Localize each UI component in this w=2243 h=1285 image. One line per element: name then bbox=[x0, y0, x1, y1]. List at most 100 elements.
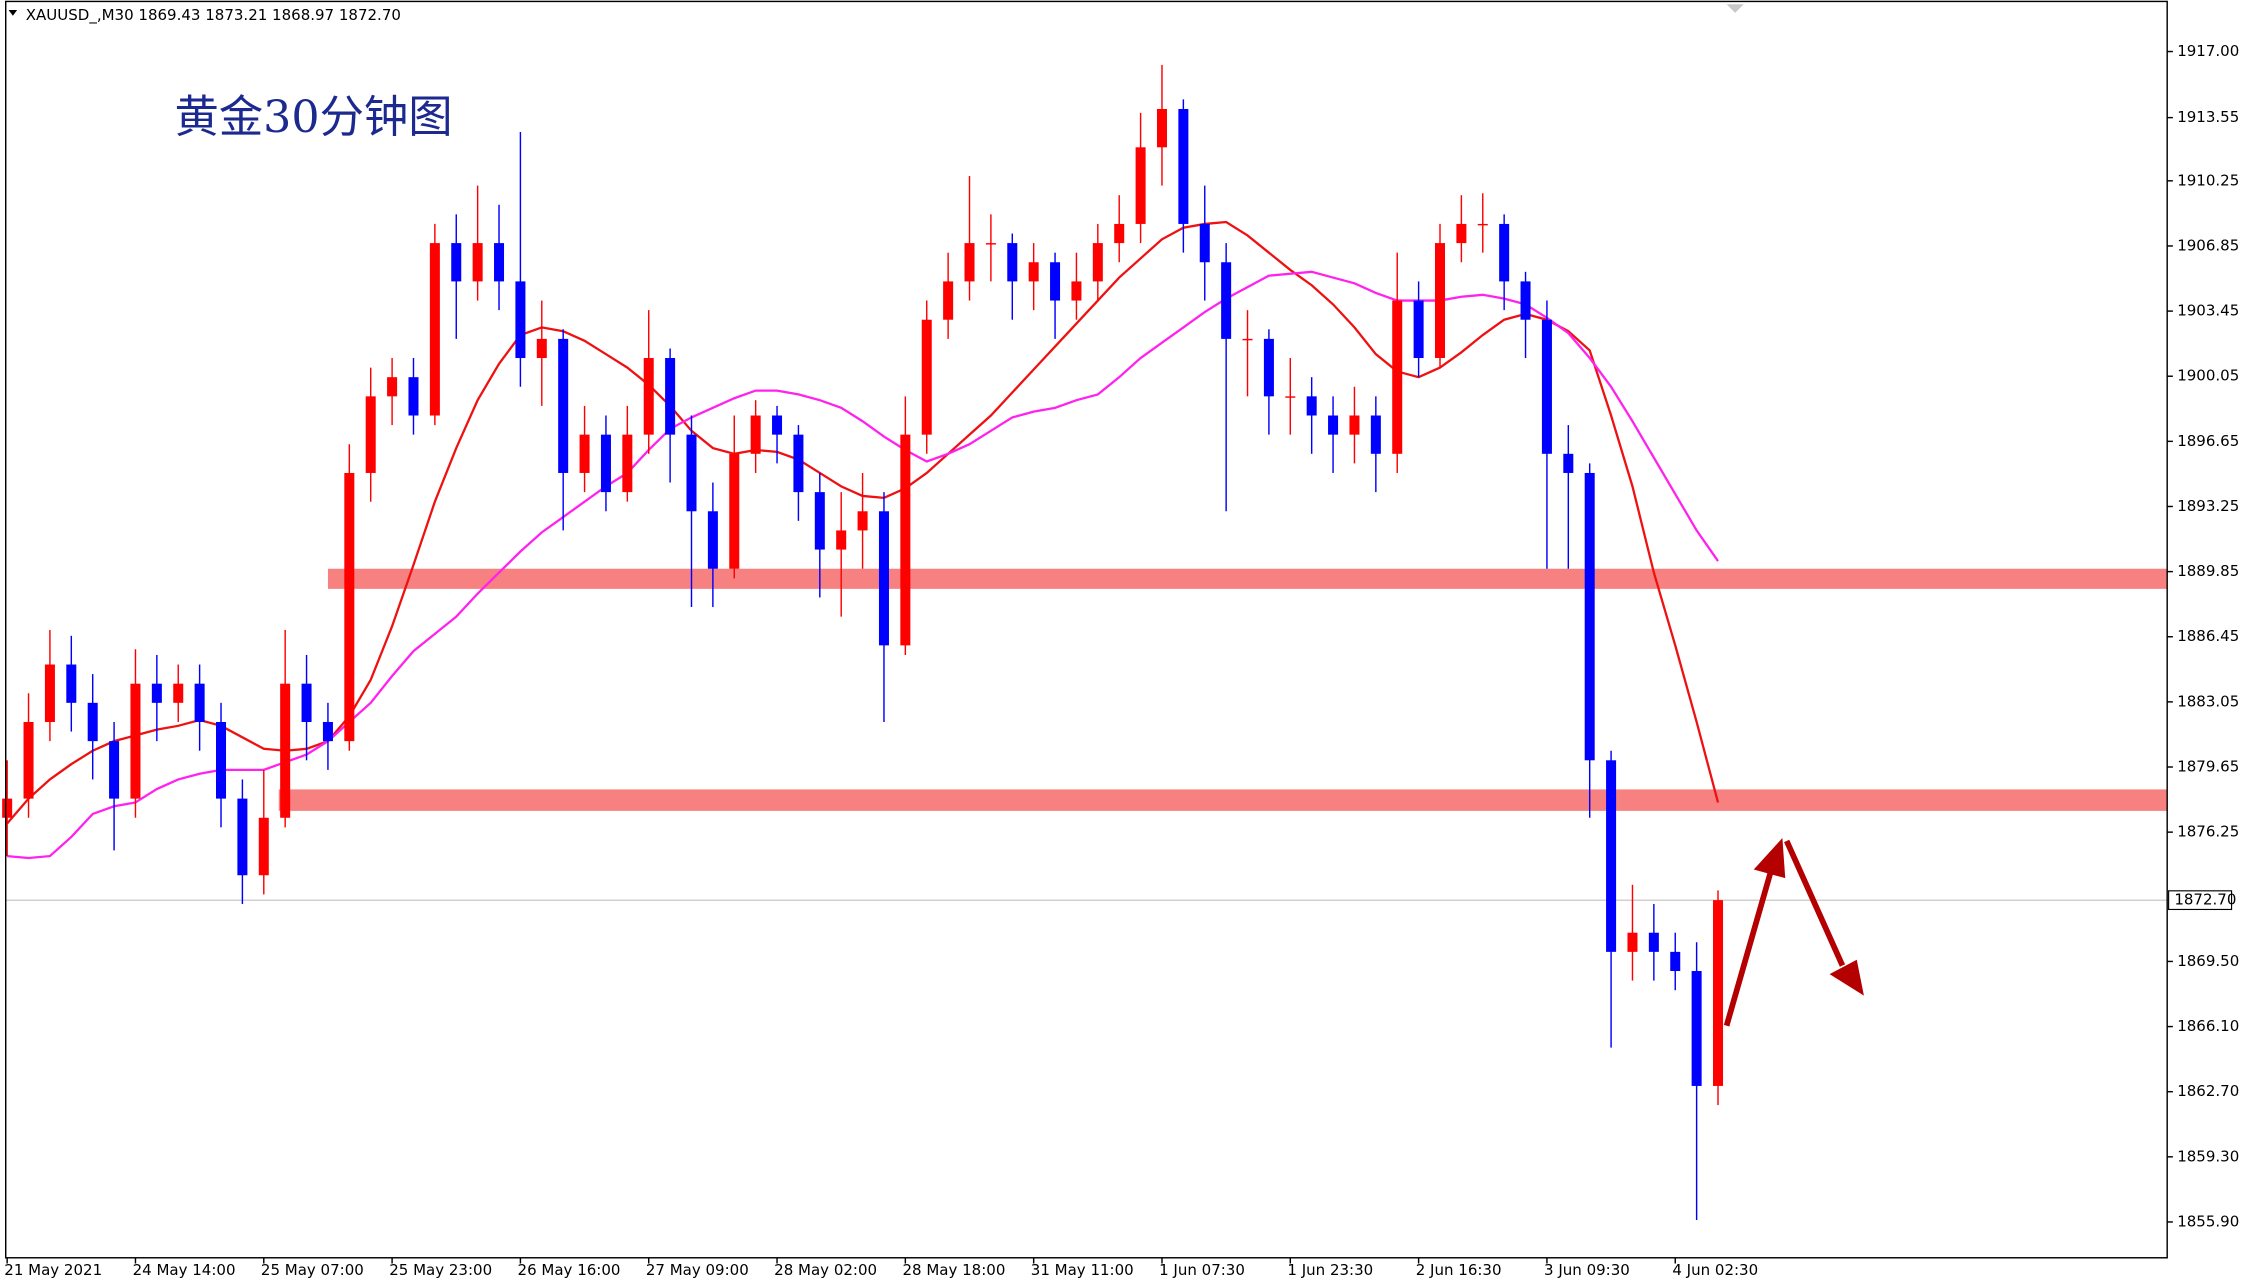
chart-title: 黄金30分钟图 bbox=[175, 92, 453, 143]
y-tick-label: 1866.10 bbox=[2177, 1017, 2239, 1035]
candle-body bbox=[301, 683, 312, 722]
zone bbox=[278, 789, 2168, 811]
x-tick-label: 21 May 2021 bbox=[4, 1261, 102, 1279]
candle-body bbox=[1413, 300, 1424, 359]
x-tick-label: 31 May 11:00 bbox=[1031, 1261, 1134, 1279]
x-tick-label: 1 Jun 23:30 bbox=[1287, 1261, 1373, 1279]
x-tick-label: 1 Jun 07:30 bbox=[1159, 1261, 1245, 1279]
candle-body bbox=[1285, 396, 1296, 398]
candle-body bbox=[1306, 396, 1317, 416]
candle-body bbox=[772, 415, 783, 435]
candle-body bbox=[1434, 243, 1446, 359]
x-tick-label: 27 May 09:00 bbox=[646, 1261, 749, 1279]
candle-body bbox=[109, 741, 120, 799]
plot-frame bbox=[5, 0, 2168, 1259]
candle-body bbox=[1050, 262, 1061, 301]
candle-body bbox=[686, 434, 697, 512]
y-tick-label: 1855.90 bbox=[2177, 1212, 2239, 1230]
axes: 1917.00 1913.55 1910.25 1906.85 1903.45 1900.… bbox=[4, 42, 2239, 1279]
moving-average bbox=[7, 270, 1719, 860]
candle-body bbox=[173, 683, 184, 703]
candle-body bbox=[536, 338, 547, 359]
candle-body bbox=[130, 683, 141, 799]
x-tick-label: 4 Jun 02:30 bbox=[1672, 1261, 1758, 1279]
candle-body bbox=[216, 721, 227, 799]
candle-body bbox=[237, 798, 248, 876]
candle-body bbox=[985, 243, 996, 245]
candle-body bbox=[964, 243, 975, 282]
y-tick-label: 1910.25 bbox=[2177, 171, 2239, 189]
candle-body bbox=[622, 434, 633, 493]
candle-body bbox=[600, 434, 611, 493]
candle-body bbox=[387, 377, 398, 397]
candle-body bbox=[878, 511, 889, 646]
candle-body bbox=[1456, 223, 1467, 244]
y-tick-label: 1896.65 bbox=[2177, 432, 2239, 450]
candle-body bbox=[665, 358, 676, 435]
candle-body bbox=[579, 434, 590, 473]
last-price-box bbox=[2168, 890, 2233, 911]
candle-body bbox=[900, 434, 911, 646]
candle-body bbox=[1114, 223, 1125, 244]
candle-body bbox=[344, 472, 355, 742]
candle-body bbox=[365, 396, 376, 473]
candle-body bbox=[515, 281, 526, 359]
candle-body bbox=[814, 492, 825, 550]
candle-body bbox=[1007, 243, 1018, 282]
y-tick-label: 1903.45 bbox=[2177, 302, 2239, 320]
x-tick-label: 28 May 18:00 bbox=[902, 1261, 1005, 1279]
candle-body bbox=[87, 702, 98, 742]
candle-body bbox=[729, 453, 740, 569]
candle-body bbox=[1349, 415, 1360, 435]
x-tick-label: 28 May 02:00 bbox=[774, 1261, 877, 1279]
y-tick-label: 1883.05 bbox=[2177, 692, 2239, 710]
candle-body bbox=[1392, 300, 1403, 454]
candle-body bbox=[1092, 243, 1103, 282]
candle-body bbox=[558, 338, 569, 473]
candle-body bbox=[750, 415, 761, 454]
menu-triangle bbox=[8, 10, 18, 16]
candle-body bbox=[1370, 415, 1381, 454]
candle-body bbox=[258, 817, 269, 876]
candle-body bbox=[1648, 932, 1659, 952]
candle-body bbox=[194, 683, 205, 722]
y-tick-label: 1906.85 bbox=[2177, 236, 2239, 254]
y-tick-label: 1900.05 bbox=[2177, 367, 2239, 385]
y-tick-label: 1886.45 bbox=[2177, 627, 2239, 645]
candle-body bbox=[280, 683, 291, 818]
candle-body bbox=[472, 243, 483, 282]
candle-body bbox=[23, 721, 34, 799]
y-tick-label: 1917.00 bbox=[2177, 42, 2239, 60]
candle-body bbox=[1242, 338, 1253, 341]
candles bbox=[2, 64, 1724, 1221]
candle-body bbox=[1071, 281, 1082, 301]
candle-body bbox=[707, 511, 718, 569]
y-tick-label: 1876.25 bbox=[2177, 823, 2239, 841]
candle-body bbox=[1563, 453, 1574, 473]
candle-body bbox=[2, 798, 13, 818]
candle-body bbox=[494, 243, 505, 282]
candle-body bbox=[1606, 760, 1617, 952]
candle-body bbox=[1328, 415, 1339, 435]
header: XAUUSD_,M30 1869.43 1873.21 1868.97 1872… bbox=[26, 6, 401, 25]
y-tick-label: 1913.55 bbox=[2177, 108, 2239, 126]
candle-body bbox=[1178, 108, 1189, 224]
arrows bbox=[1723, 838, 1864, 1027]
candle-body bbox=[1477, 223, 1488, 226]
candle-body bbox=[429, 243, 440, 416]
arrow-down bbox=[1784, 839, 1846, 967]
last-price-label: 1872.70 bbox=[2174, 891, 2236, 909]
candle-body bbox=[66, 664, 77, 703]
arrow-up bbox=[1723, 870, 1774, 1027]
shift-marker bbox=[1726, 4, 1744, 13]
y-tick-label: 1889.85 bbox=[2177, 562, 2239, 580]
candle-body bbox=[1499, 223, 1510, 282]
candle-body bbox=[451, 243, 462, 282]
candle-body bbox=[322, 721, 333, 742]
y-tick-label: 1869.50 bbox=[2177, 952, 2239, 970]
x-tick-label: 26 May 16:00 bbox=[518, 1261, 621, 1279]
candle-body bbox=[1028, 262, 1039, 282]
